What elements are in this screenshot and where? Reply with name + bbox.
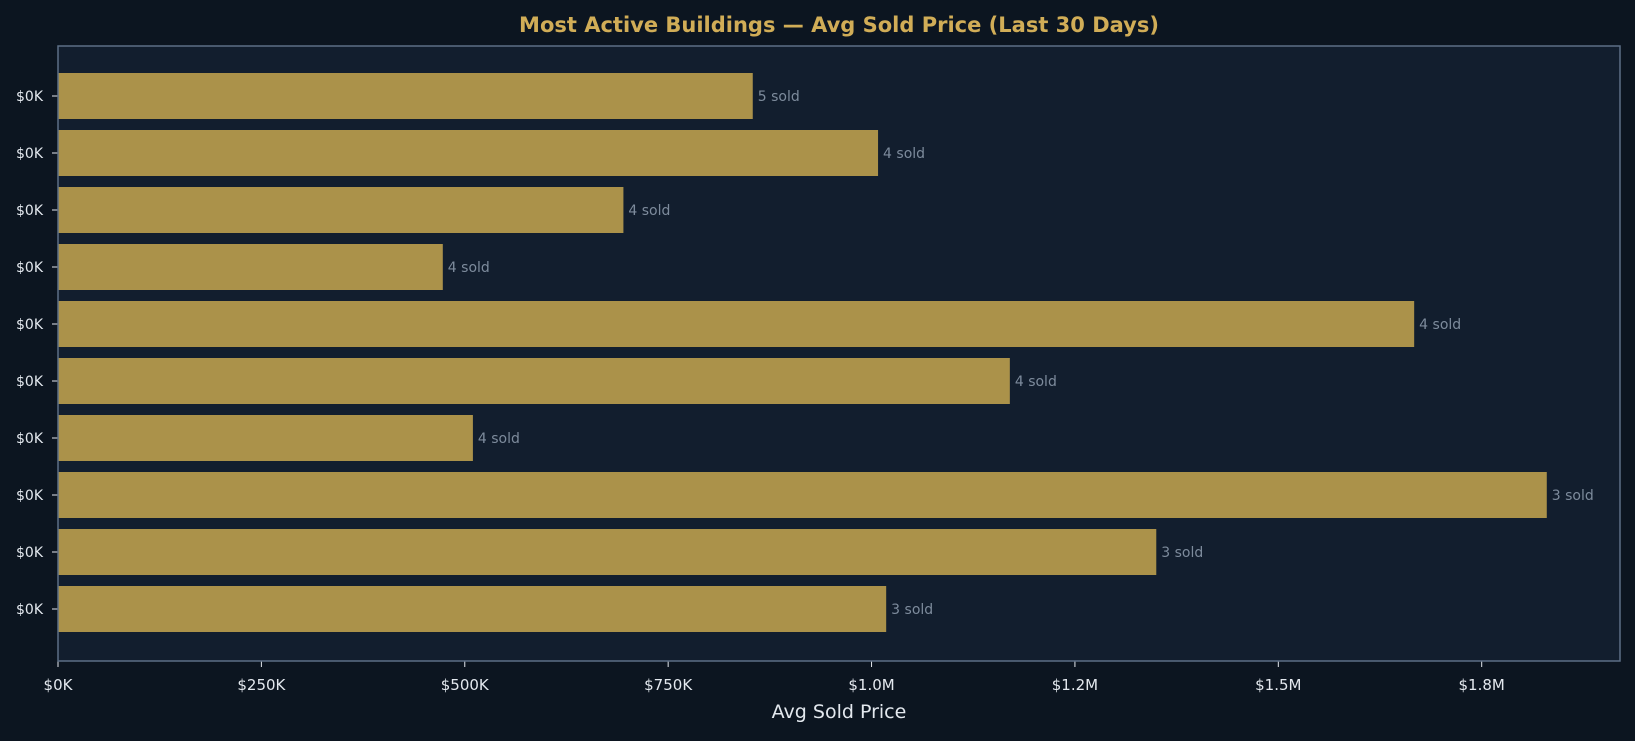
x-tick-label: $1.8M: [1459, 676, 1505, 694]
y-tick-label: $0K: [16, 431, 44, 447]
data-labels-group: 5 sold 4 sold 4 sold 4 sold 4 sold 4 sold 4 so…: [448, 89, 1594, 618]
bar: [58, 187, 624, 233]
x-tick-label: $500K: [441, 676, 490, 694]
x-tick-label: $0K: [44, 676, 74, 694]
bar-data-label: 4 sold: [1015, 374, 1057, 390]
bar-data-label: 3 sold: [1552, 488, 1594, 504]
bar-data-label: 4 sold: [478, 431, 520, 447]
bar-data-label: 4 sold: [448, 260, 490, 276]
bar: [58, 244, 443, 290]
x-tick-label: $1.2M: [1052, 676, 1098, 694]
bar-data-label: 3 sold: [891, 602, 933, 618]
bar: [58, 358, 1010, 404]
y-tick-label: $0K: [16, 602, 44, 618]
plot-frame: [57, 45, 1621, 662]
y-axis: $0K $0K $0K $0K $0K $0K $0K $0K $0K $0K: [16, 89, 58, 618]
bars-group: [58, 73, 1547, 632]
x-tick-label: $1.0M: [848, 676, 894, 694]
bar-data-label: 4 sold: [1419, 317, 1461, 333]
bar: [58, 529, 1157, 575]
y-tick-label: $0K: [16, 317, 44, 333]
bar-data-label: 4 sold: [883, 146, 925, 162]
y-tick-label: $0K: [16, 260, 44, 276]
y-tick-label: $0K: [16, 545, 44, 561]
bar-data-label: 4 sold: [628, 203, 670, 219]
bar: [58, 415, 473, 461]
y-tick-label: $0K: [16, 374, 44, 390]
chart-title: Most Active Buildings — Avg Sold Price (…: [519, 13, 1159, 37]
bar: [58, 472, 1547, 518]
x-tick-label: $250K: [237, 676, 286, 694]
x-axis: $0K $250K $500K $750K $1.0M $1.2M $1.5M $1.8M: [44, 661, 1505, 694]
x-tick-label: $1.5M: [1255, 676, 1301, 694]
bar: [58, 130, 879, 176]
bar-data-label: 3 sold: [1161, 545, 1203, 561]
bar: [58, 301, 1415, 347]
y-tick-label: $0K: [16, 488, 44, 504]
x-axis-label: Avg Sold Price: [772, 701, 907, 723]
bar: [58, 73, 753, 119]
y-tick-label: $0K: [16, 146, 44, 162]
bar-data-label: 5 sold: [758, 89, 800, 105]
bar: [58, 586, 887, 632]
y-tick-label: $0K: [16, 89, 44, 105]
x-tick-label: $750K: [644, 676, 693, 694]
y-tick-label: $0K: [16, 203, 44, 219]
